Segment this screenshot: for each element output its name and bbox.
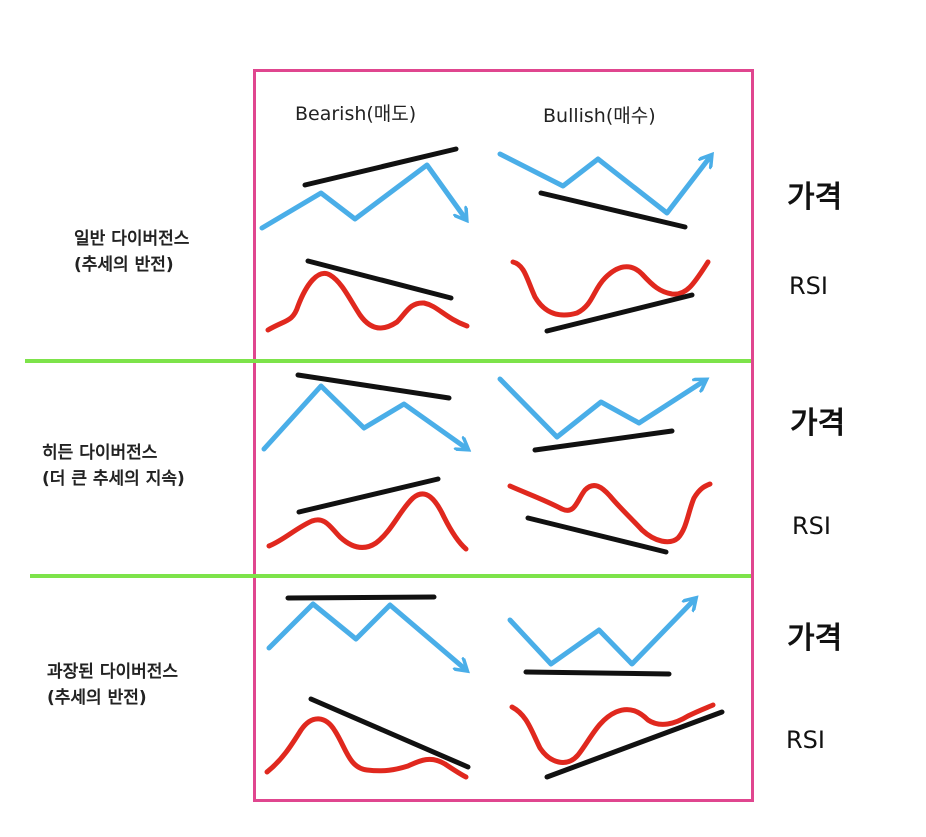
exaggerated-divergence-label: 과장된 다이버전스 (추세의 반전) [47,659,178,711]
bullish-hidden-rsi-trendline [525,515,669,555]
bearish-regular-rsi-line [265,270,470,333]
bullish-regular-price-line [497,151,710,216]
row-divider-1 [25,359,751,363]
bullish-hidden-price-line [497,376,704,440]
bearish-exaggerated-price-line [266,601,465,669]
bullish-regular-rsi-trendline [544,292,695,334]
bearish-hidden-price-line [261,383,466,449]
regular-divergence-subtitle: (추세의 반전) [74,255,174,275]
hidden-divergence-label: 히든 다이버전스 (더 큰 추세의 지속) [42,440,185,492]
price-label-row-2: 가격 [790,406,846,441]
bullish-hidden-price-trendline [532,428,675,453]
diagram-frame [253,69,754,802]
bearish-regular-price-line [259,162,465,231]
bullish-exaggerated-price-line [507,600,694,667]
bullish-exaggerated-rsi-line [509,702,716,765]
rsi-label-row-3: RSI [786,726,825,754]
bearish-hidden-rsi-trendline [296,476,441,515]
exaggerated-divergence-subtitle: (추세의 반전) [47,688,147,708]
regular-divergence-label: 일반 다이버전스 (추세의 반전) [74,226,189,278]
exaggerated-divergence-title: 과장된 다이버전스 [47,662,179,682]
regular-divergence-title: 일반 다이버전스 [74,229,190,249]
rsi-label-row-2: RSI [792,512,831,540]
bearish-column-header: Bearish(매도) [295,103,417,125]
bearish-exaggerated-rsi-line [264,716,469,780]
hidden-divergence-subtitle: (더 큰 추세의 지속) [42,469,185,489]
bullish-regular-rsi-line [510,259,711,318]
hidden-divergence-title: 히든 다이버전스 [42,443,158,463]
bearish-regular-price-trendline [302,146,459,188]
bullish-column-header: Bullish(매수) [543,105,656,127]
row-divider-2 [30,574,751,578]
bullish-exaggerated-rsi-trendline [544,709,725,780]
bearish-hidden-price-trendline [295,372,452,401]
bullish-hidden-rsi-line [507,481,713,545]
price-label-row-1: 가격 [787,180,843,215]
rsi-label-row-1: RSI [789,272,828,300]
bullish-regular-price-trendline [538,190,688,230]
price-label-row-3: 가격 [787,621,843,656]
bullish-exaggerated-price-trendline [523,669,672,677]
bearish-regular-rsi-trendline [305,258,454,301]
bearish-exaggerated-rsi-trendline [308,696,471,770]
bearish-hidden-rsi-line [266,491,469,552]
bearish-exaggerated-price-trendline [285,594,437,601]
